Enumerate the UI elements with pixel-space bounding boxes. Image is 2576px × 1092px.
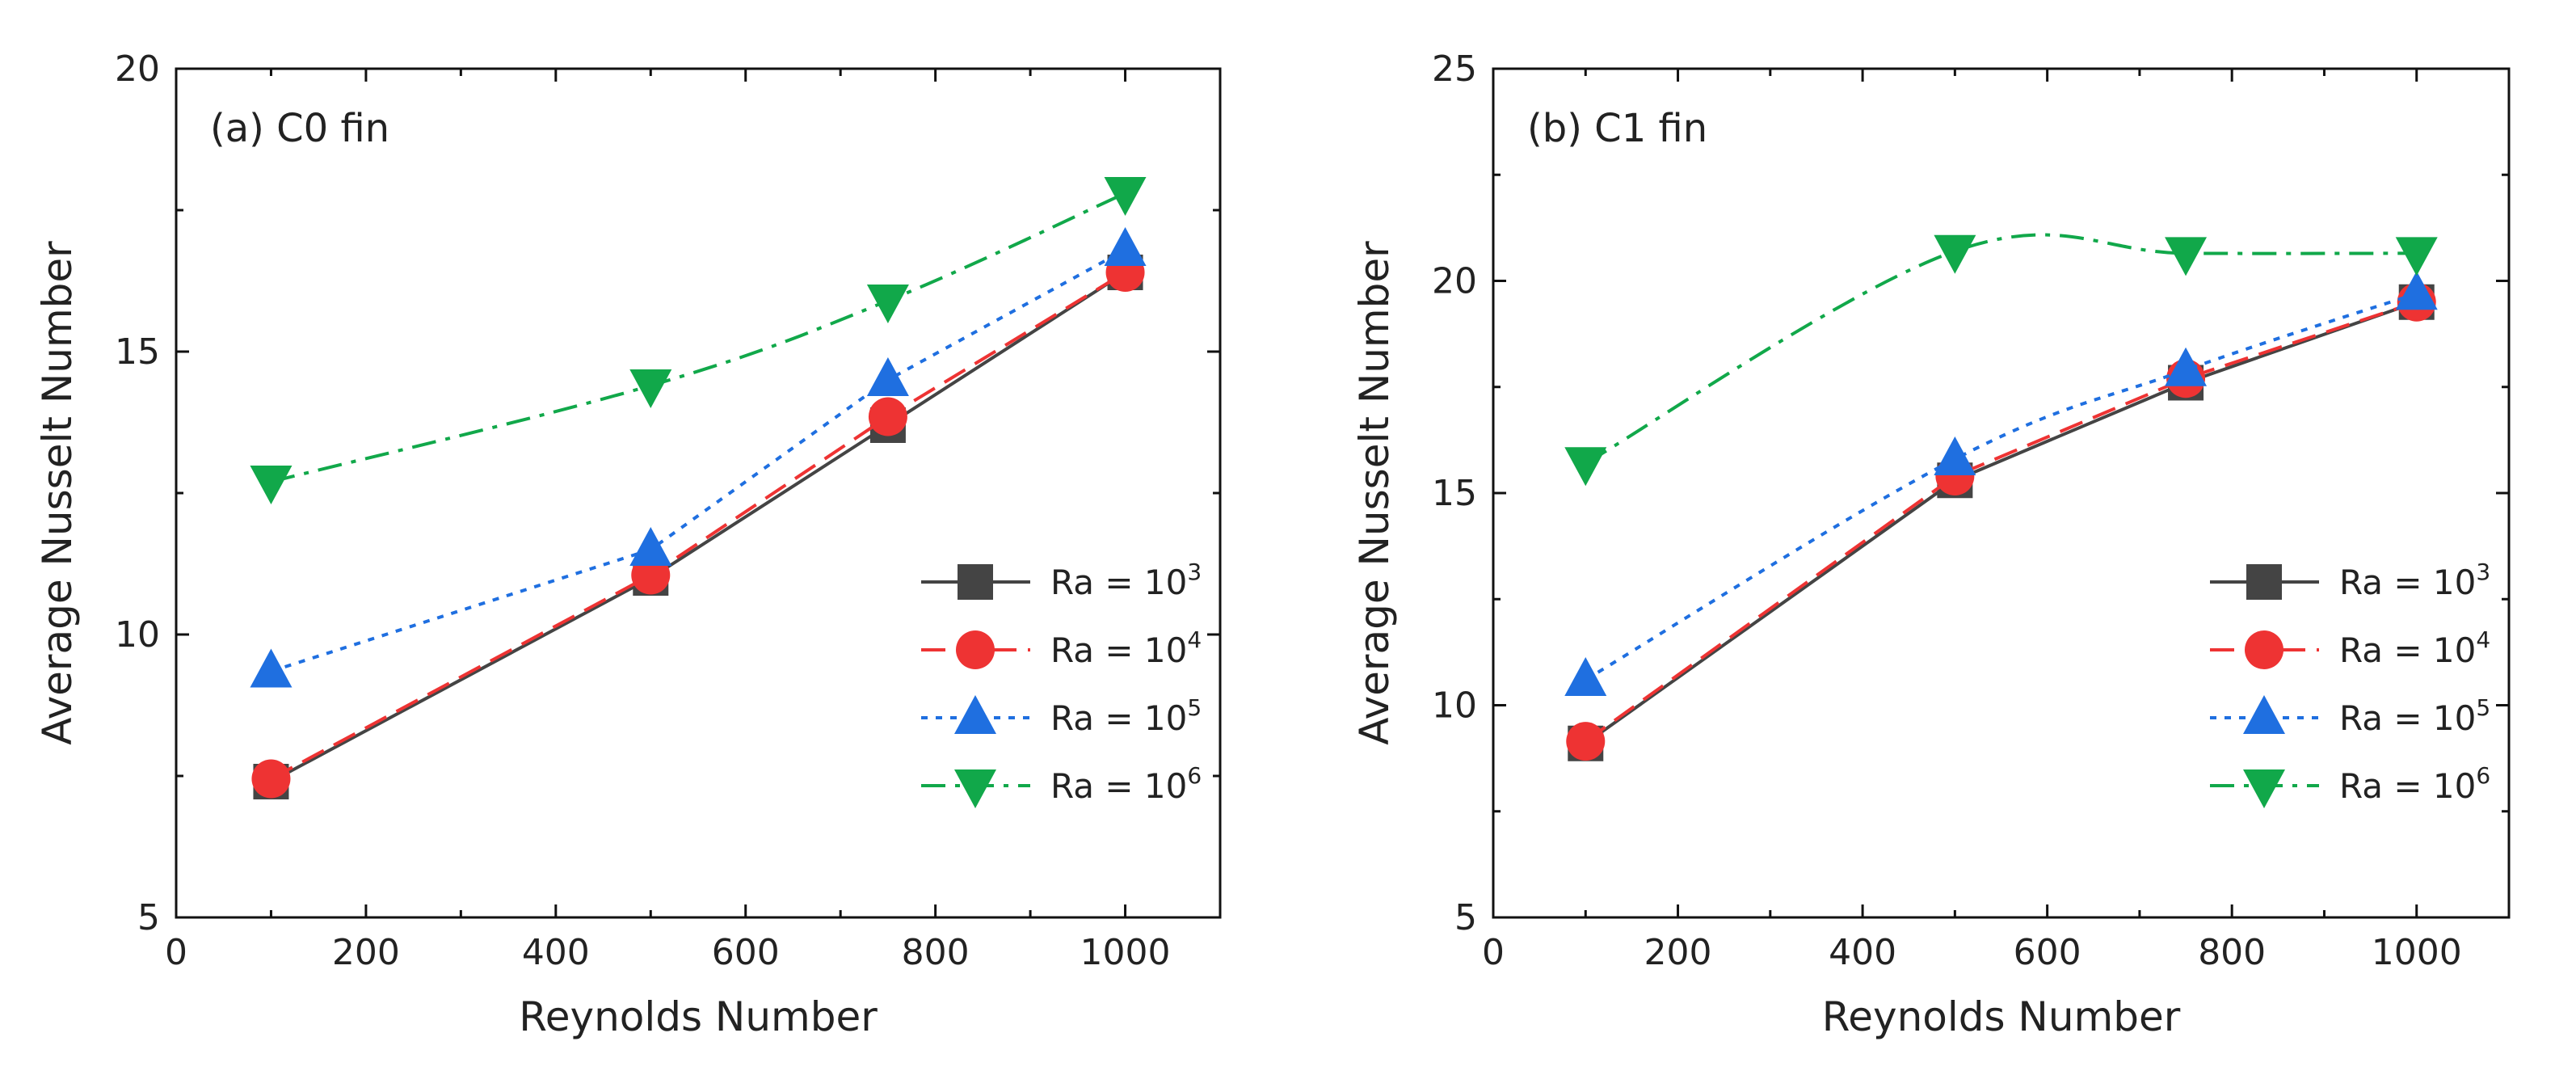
series-line [270, 248, 1126, 673]
series-marker [1104, 227, 1147, 266]
series-marker [629, 527, 672, 566]
series-marker [2395, 271, 2438, 310]
series-marker [866, 285, 909, 323]
legend-label-exponent: 5 [2476, 694, 2490, 721]
legend-marker [2246, 564, 2282, 600]
legend-label: Ra = 103 [2339, 559, 2490, 602]
y-tick-label: 5 [1454, 897, 1477, 938]
legend-label: Ra = 103 [1050, 559, 1202, 602]
x-tick-label: 0 [165, 932, 187, 973]
legend-label-exponent: 6 [2476, 762, 2490, 789]
y-tick-label: 5 [137, 897, 160, 938]
series-line [1585, 300, 2418, 745]
legend-label: Ra = 104 [2339, 626, 2490, 670]
x-tick-label: 800 [2198, 932, 2266, 973]
series-marker [2395, 237, 2438, 276]
x-tick-label: 1000 [1080, 932, 1171, 973]
panel-title: (a) C0 fin [210, 106, 389, 151]
series-marker [1564, 657, 1607, 696]
series-line [270, 192, 1126, 483]
series-marker [251, 759, 291, 799]
legend-label: Ra = 104 [1050, 626, 1202, 670]
y-tick-label: 20 [115, 48, 160, 90]
series-marker [1566, 722, 1606, 761]
y-axis-title: Average Nusselt Number [34, 241, 81, 745]
legend-label-base: Ra = 10 [2339, 698, 2476, 738]
series-marker [1934, 436, 1976, 475]
legend-label-exponent: 4 [1187, 626, 1202, 653]
series-marker [1564, 447, 1607, 487]
series-marker [2165, 347, 2208, 386]
legend-label-base: Ra = 10 [1050, 563, 1187, 602]
legend-marker [2245, 630, 2283, 669]
x-tick-label: 200 [1644, 932, 1712, 973]
y-tick-label: 10 [115, 614, 160, 656]
legend-label: Ra = 105 [1050, 694, 1202, 738]
y-tick-label: 10 [1432, 685, 1477, 727]
y-tick-label: 20 [1432, 261, 1477, 302]
y-tick-label: 15 [115, 331, 160, 373]
x-axis-title: Reynolds Number [519, 993, 878, 1040]
legend-label-base: Ra = 10 [1050, 630, 1187, 670]
chart-panel-2: 0 200 400 600 800 1000 5 10 15 20 25 Reynolds Numbe… [1351, 48, 2511, 1040]
x-tick-label: 0 [1482, 932, 1505, 973]
x-tick-label: 200 [332, 932, 400, 973]
x-tick-label: 400 [1829, 932, 1896, 973]
x-axis-title: Reynolds Number [1822, 993, 2181, 1040]
series-line [1585, 292, 2418, 681]
chart-panel-1: 0 200 400 600 800 1000 5 10 15 20 Reynolds Number A… [34, 48, 1222, 1040]
legend-label-exponent: 6 [1187, 762, 1202, 789]
legend-label-base: Ra = 10 [1050, 766, 1187, 806]
series-marker [866, 357, 909, 396]
series-line [270, 271, 1126, 783]
series-line [270, 271, 1126, 781]
legend-label: Ra = 106 [2339, 762, 2490, 806]
legend-marker [2243, 769, 2285, 808]
panel-title: (b) C1 fin [1527, 106, 1707, 151]
legend-label: Ra = 106 [1050, 762, 1202, 806]
legend-marker [954, 769, 996, 808]
legend-marker [2243, 695, 2285, 734]
series-marker [868, 397, 907, 436]
series-line [1585, 300, 2418, 743]
legend-label-exponent: 5 [1187, 694, 1202, 721]
series-marker [250, 648, 293, 688]
x-tick-label: 600 [712, 932, 780, 973]
x-tick-label: 600 [2014, 932, 2081, 973]
series-marker [2165, 237, 2208, 276]
legend-label-exponent: 4 [2476, 626, 2490, 653]
series-line [1585, 233, 2417, 465]
x-tick-label: 400 [522, 932, 590, 973]
legend-label: Ra = 105 [2339, 694, 2490, 738]
legend-marker [958, 564, 993, 600]
series-marker [250, 466, 293, 504]
series-marker [629, 369, 672, 408]
legend-label-exponent: 3 [1187, 559, 1202, 585]
x-tick-label: 1000 [2372, 932, 2462, 973]
series-marker [1934, 234, 1976, 274]
legend-marker [954, 695, 996, 734]
legend-label-base: Ra = 10 [2339, 766, 2476, 806]
legend-label-base: Ra = 10 [1050, 698, 1187, 738]
legend-label-base: Ra = 10 [2339, 630, 2476, 670]
y-tick-label: 15 [1432, 473, 1477, 514]
legend-label-exponent: 3 [2476, 559, 2490, 585]
y-axis-title: Average Nusselt Number [1351, 241, 1398, 745]
y-tick-label: 25 [1432, 48, 1477, 90]
x-tick-label: 800 [902, 932, 970, 973]
legend-marker [956, 630, 995, 669]
series-marker [1104, 177, 1147, 216]
legend-label-base: Ra = 10 [2339, 563, 2476, 602]
